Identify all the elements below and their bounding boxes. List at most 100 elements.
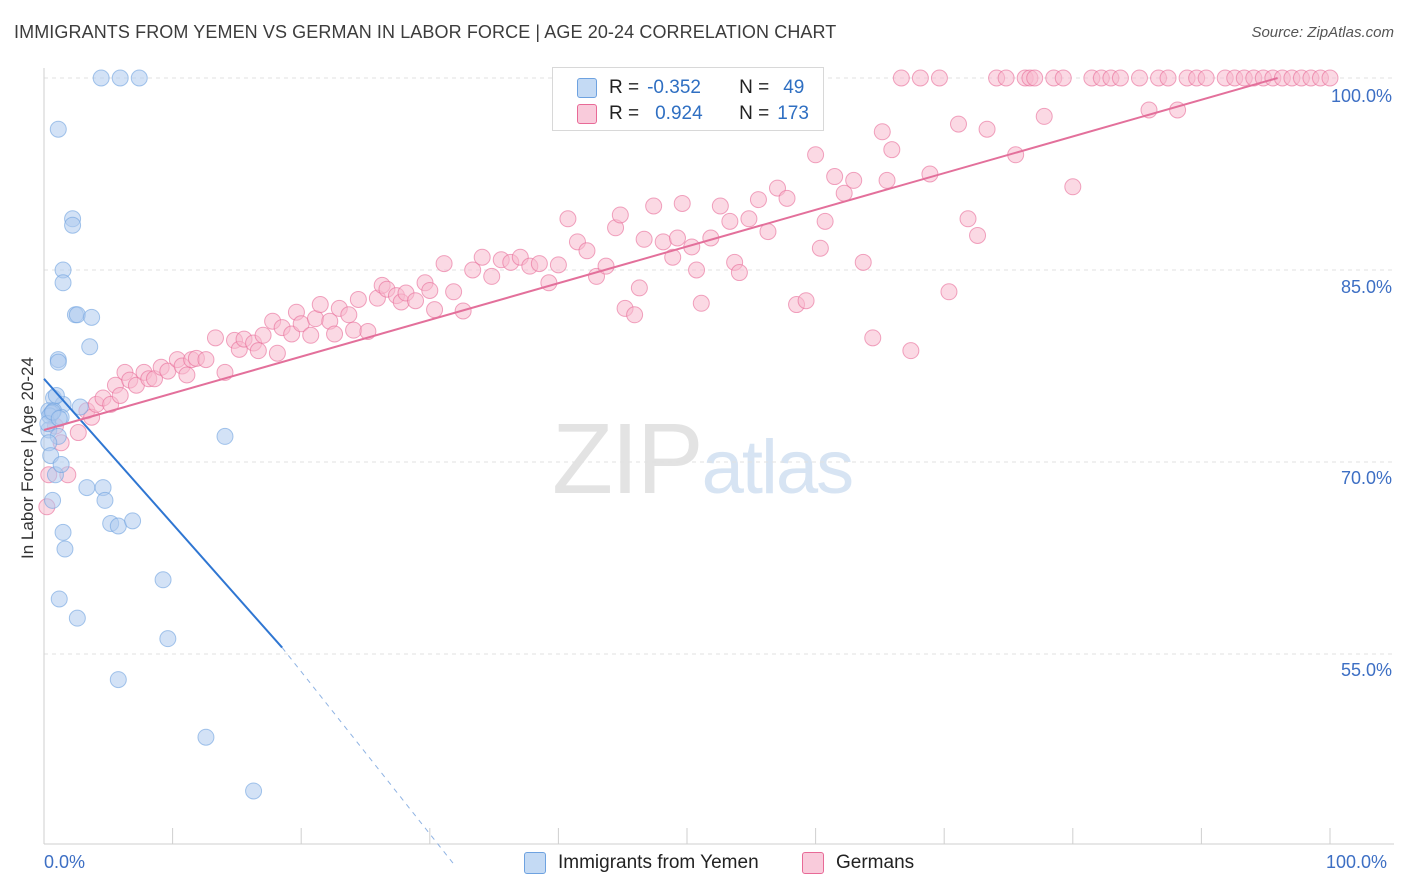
data-point bbox=[426, 301, 444, 319]
data-point bbox=[124, 512, 142, 530]
data-point bbox=[52, 456, 70, 474]
x-tick-label: 100.0% bbox=[1326, 852, 1388, 872]
data-point bbox=[249, 342, 267, 360]
data-point bbox=[44, 491, 62, 509]
data-point bbox=[740, 210, 758, 228]
data-point bbox=[902, 342, 920, 360]
data-point bbox=[64, 216, 82, 234]
data-point bbox=[421, 281, 439, 299]
n-value: 49 bbox=[783, 77, 805, 98]
stats-row-yemen: R = -0.352 N = 49 bbox=[577, 76, 804, 100]
data-point bbox=[111, 69, 129, 87]
data-point bbox=[688, 261, 706, 279]
data-point bbox=[54, 523, 72, 541]
data-point bbox=[711, 197, 729, 215]
chart-title: IMMIGRANTS FROM YEMEN VS GERMAN IN LABOR… bbox=[14, 22, 837, 42]
data-point bbox=[630, 279, 648, 297]
r-label: R = bbox=[609, 77, 640, 98]
legend-label: Immigrants from Yemen bbox=[558, 852, 759, 873]
data-point bbox=[71, 398, 89, 416]
data-point bbox=[92, 69, 110, 87]
data-point bbox=[668, 229, 686, 247]
data-point bbox=[1035, 107, 1053, 125]
source-label: Source: ZipAtlas.com bbox=[1251, 24, 1394, 41]
data-point bbox=[997, 69, 1015, 87]
data-point bbox=[878, 171, 896, 189]
data-point bbox=[311, 296, 329, 314]
data-point bbox=[854, 253, 872, 271]
legend-swatch bbox=[524, 852, 546, 874]
data-point bbox=[845, 171, 863, 189]
data-point bbox=[81, 338, 99, 356]
data-point bbox=[349, 290, 367, 308]
data-point bbox=[445, 283, 463, 301]
data-point bbox=[1130, 69, 1148, 87]
data-point bbox=[949, 115, 967, 133]
data-point bbox=[206, 329, 224, 347]
data-point bbox=[483, 267, 501, 285]
data-point bbox=[826, 168, 844, 186]
data-point bbox=[49, 120, 67, 138]
data-point bbox=[83, 308, 101, 326]
trend-line-yemen-extension bbox=[281, 647, 455, 865]
data-point bbox=[68, 306, 86, 324]
data-point bbox=[797, 292, 815, 310]
data-point bbox=[69, 424, 87, 442]
data-point bbox=[1321, 69, 1339, 87]
data-point bbox=[645, 197, 663, 215]
data-point bbox=[578, 242, 596, 260]
trend-lines bbox=[43, 77, 1278, 865]
data-point bbox=[940, 283, 958, 301]
data-point bbox=[345, 321, 363, 339]
watermark-atlas: atlas bbox=[701, 425, 855, 510]
data-point bbox=[664, 248, 682, 266]
n-label: N = bbox=[739, 103, 770, 124]
r-value: 0.924 bbox=[655, 103, 703, 124]
series-germans bbox=[38, 69, 1339, 516]
data-point bbox=[778, 189, 796, 207]
data-point bbox=[611, 206, 629, 224]
data-point bbox=[530, 255, 548, 273]
data-point bbox=[721, 212, 739, 230]
data-point bbox=[130, 69, 148, 87]
data-point bbox=[1159, 69, 1177, 87]
legend-item-germans[interactable]: Germans bbox=[802, 852, 914, 874]
data-point bbox=[326, 325, 344, 343]
data-point bbox=[56, 540, 74, 558]
legend-item-yemen[interactable]: Immigrants from Yemen bbox=[524, 852, 759, 874]
data-point bbox=[47, 386, 65, 404]
trend-line-germans bbox=[43, 77, 1278, 431]
data-point bbox=[749, 191, 767, 209]
data-point bbox=[959, 210, 977, 228]
data-point bbox=[96, 491, 114, 509]
data-point bbox=[864, 329, 882, 347]
data-point bbox=[816, 212, 834, 230]
r-label: R = bbox=[609, 103, 640, 124]
data-point bbox=[68, 609, 86, 627]
data-point bbox=[435, 255, 453, 273]
data-point bbox=[978, 120, 996, 138]
series-legend: Immigrants from Yemen Germans bbox=[0, 852, 1406, 878]
data-point bbox=[1054, 69, 1072, 87]
y-tick-label: 55.0% bbox=[1340, 660, 1392, 680]
series-immigrants-from-yemen bbox=[39, 69, 263, 800]
data-point bbox=[50, 590, 68, 608]
data-point bbox=[78, 479, 96, 497]
data-point bbox=[692, 294, 710, 312]
data-point bbox=[673, 194, 691, 212]
legend-label: Germans bbox=[836, 852, 915, 873]
data-point bbox=[1064, 178, 1082, 196]
data-point bbox=[340, 306, 358, 324]
legend-swatch bbox=[577, 104, 597, 124]
gridlines bbox=[44, 77, 1394, 655]
data-point bbox=[178, 366, 196, 384]
data-point bbox=[254, 326, 272, 344]
legend-swatch bbox=[577, 78, 597, 98]
legend-swatch bbox=[802, 852, 824, 874]
y-tick-label: 70.0% bbox=[1340, 468, 1392, 488]
data-point bbox=[216, 427, 234, 445]
n-label: N = bbox=[739, 77, 770, 98]
data-point bbox=[654, 233, 672, 251]
data-point bbox=[268, 344, 286, 362]
stats-row-germans: R = 0.924 N = 173 bbox=[577, 102, 809, 126]
